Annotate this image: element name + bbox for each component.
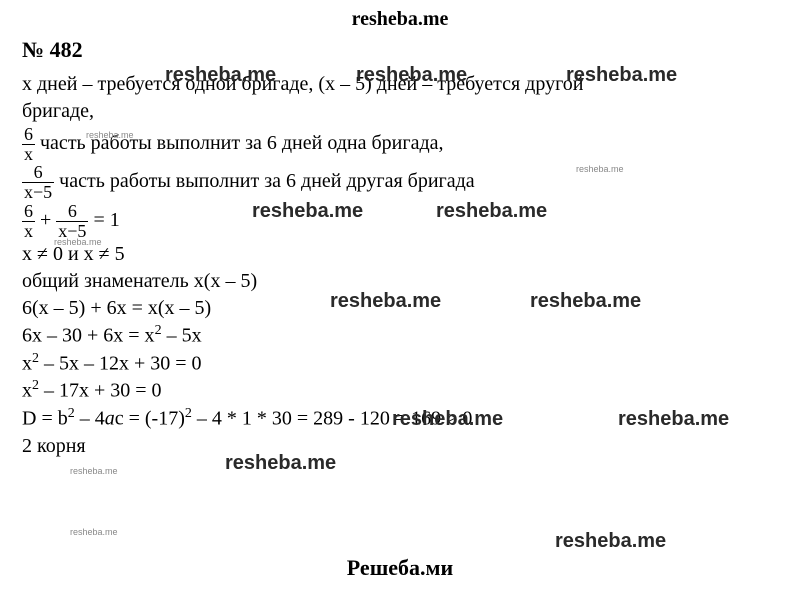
- superscript: 2: [185, 406, 192, 421]
- numerator: 6: [22, 202, 35, 221]
- fraction: 6 x−5: [56, 202, 88, 241]
- watermark-text-small: resheba.me: [70, 466, 118, 476]
- site-header: resheba.me: [0, 0, 800, 35]
- text-line: 6х – 30 + 6х = х2 – 5х: [22, 322, 778, 350]
- text-line: общий знаменатель х(х – 5): [22, 268, 778, 295]
- superscript: 2: [155, 323, 162, 338]
- text-line: х ≠ 0 и х ≠ 5: [22, 241, 778, 268]
- text-line: бригаде,: [22, 98, 778, 125]
- text-span: с = (-17): [115, 408, 185, 430]
- plus-sign: +: [35, 209, 56, 231]
- fraction: 6 x: [22, 125, 35, 164]
- denominator: x: [22, 144, 35, 164]
- text-span: – 5х: [162, 325, 202, 347]
- denominator: x: [22, 221, 35, 241]
- superscript: 2: [32, 378, 39, 393]
- site-footer: Решеба.ми: [0, 555, 800, 581]
- text-line: х дней – требуется одной бригаде, (х – 5…: [22, 71, 778, 98]
- text-span: – 17х + 30 = 0: [39, 380, 162, 402]
- text-span: 6х – 30 + 6х = х: [22, 325, 155, 347]
- text-span: = 1: [88, 209, 119, 231]
- text-line: 6 x часть работы выполнит за 6 дней одна…: [22, 125, 778, 164]
- text-span: х: [22, 380, 32, 402]
- equation-line: 6 x + 6 x−5 = 1: [22, 202, 778, 241]
- fraction: 6 x: [22, 202, 35, 241]
- text-line: D = b2 – 4ас = (-17)2 – 4 * 1 * 30 = 289…: [22, 405, 778, 433]
- fraction: 6 x−5: [22, 163, 54, 202]
- superscript: 2: [32, 351, 39, 366]
- italic-a: а: [105, 408, 115, 430]
- text-span: х: [22, 352, 32, 374]
- watermark-text: resheba.me: [555, 530, 666, 553]
- superscript: 2: [68, 406, 75, 421]
- text-span: D = b: [22, 408, 68, 430]
- text-span: – 5х – 12х + 30 = 0: [39, 352, 202, 374]
- text-span: часть работы выполнит за 6 дней другая б…: [54, 170, 475, 192]
- text-line: 6 x−5 часть работы выполнит за 6 дней др…: [22, 163, 778, 202]
- denominator: x−5: [22, 182, 54, 202]
- text-span: часть работы выполнит за 6 дней одна бри…: [35, 132, 444, 154]
- numerator: 6: [56, 202, 88, 221]
- text-line: х2 – 5х – 12х + 30 = 0: [22, 350, 778, 378]
- text-line: 6(х – 5) + 6х = х(х – 5): [22, 295, 778, 322]
- denominator: x−5: [56, 221, 88, 241]
- solution-content: № 482 х дней – требуется одной бригаде, …: [0, 35, 800, 460]
- text-span: – 4 * 1 * 30 = 289 - 120 = 169 > 0: [192, 408, 473, 430]
- numerator: 6: [22, 163, 54, 182]
- text-line: х2 – 17х + 30 = 0: [22, 377, 778, 405]
- exercise-number: № 482: [22, 35, 778, 65]
- text-line: 2 корня: [22, 433, 778, 460]
- text-span: – 4: [75, 408, 105, 430]
- numerator: 6: [22, 125, 35, 144]
- watermark-text-small: resheba.me: [70, 527, 118, 537]
